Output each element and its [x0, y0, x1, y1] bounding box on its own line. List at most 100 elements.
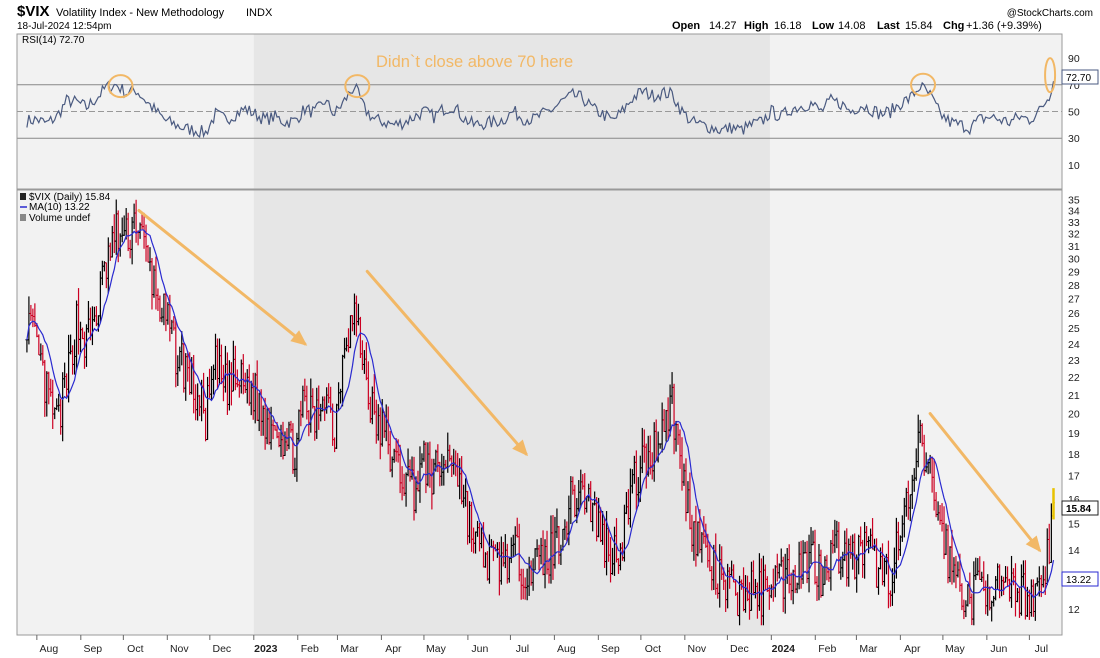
rsi-annotation-circle	[1044, 57, 1057, 94]
last-label: Last	[877, 20, 900, 32]
x-tick-label: Apr	[385, 643, 402, 655]
open-label: Open	[672, 20, 700, 32]
price-y-tick: 25	[1068, 323, 1080, 335]
x-tick-label: Jun	[471, 643, 488, 655]
ma-badge-value: 13.22	[1066, 575, 1091, 586]
x-tick-label: Oct	[645, 643, 661, 655]
trend-arrow-head	[290, 330, 308, 346]
rsi-badge-value: 72.70	[1066, 73, 1091, 84]
rsi-annotation-circle	[107, 74, 134, 99]
rsi-annotation-circles	[107, 57, 1057, 99]
copyright-label: @StockCharts.com	[1007, 8, 1093, 19]
instrument-name: Volatility Index - New Methodology	[56, 7, 225, 19]
trend-arrow	[928, 412, 1042, 553]
x-axis: Aug Sep Oct Nov Dec 2023 Feb Mar Apr May Jun Jul Aug…	[36, 635, 1048, 655]
rsi-y-tick: 10	[1068, 160, 1080, 172]
price-legend-swatch	[20, 193, 26, 200]
trend-arrow	[137, 209, 308, 346]
price-y-tick: 29	[1068, 266, 1080, 278]
rsi-badge-box	[1061, 69, 1099, 85]
price-y-tick: 14	[1068, 545, 1080, 557]
price-y-tick: 30	[1068, 253, 1080, 265]
x-tick-label: Dec	[730, 643, 749, 655]
trend-arrow-shaft	[928, 412, 1041, 552]
volume-legend-swatch	[20, 214, 26, 221]
trend-arrow-head	[512, 439, 528, 457]
price-y-tick: 19	[1068, 428, 1080, 440]
ma-line	[26, 229, 1055, 599]
price-y-tick: 31	[1068, 241, 1080, 253]
rsi-legend: RSI(14) 72.70	[22, 35, 85, 46]
price-y-tick: 34	[1068, 206, 1080, 218]
price-bars	[25, 199, 1055, 626]
price-y-tick: 32	[1068, 229, 1080, 241]
price-legend: $VIX (Daily) 15.84 MA(10) 13.22 Volume u…	[20, 192, 111, 224]
price-y-tick: 24	[1068, 339, 1080, 351]
price-badge-box	[1061, 500, 1099, 516]
x-tick-label: Sep	[601, 643, 620, 655]
rsi-line	[26, 80, 1055, 139]
high-label: High	[744, 20, 769, 32]
trend-arrow	[365, 269, 528, 457]
x-tick-label: Jul	[1035, 643, 1048, 655]
price-badge-value: 15.84	[1066, 504, 1091, 515]
ma-badge-box	[1061, 571, 1099, 587]
price-y-tick: 23	[1068, 355, 1080, 367]
x-tick-label: Sep	[83, 643, 102, 655]
price-y-tick: 28	[1068, 280, 1080, 292]
x-tick-label: Nov	[687, 643, 706, 655]
rsi-annotation-circle	[910, 72, 937, 97]
x-tick-label: Mar	[859, 643, 878, 655]
datetime-label: 18-Jul-2024 12:54pm	[17, 21, 112, 32]
price-y-tick: 35	[1068, 194, 1080, 206]
rsi-y-tick: 50	[1068, 107, 1080, 119]
chg-label: Chg	[943, 20, 964, 32]
exchange-label: INDX	[246, 7, 273, 19]
x-tick-label: Apr	[904, 643, 921, 655]
rsi-annotation-text: Didn`t close above 70 here	[376, 53, 573, 71]
rsi-y-ticks: 90 70 50 30 10	[1068, 53, 1080, 172]
x-tick-label: Nov	[170, 643, 189, 655]
quote-box: Open 14.27 High 16.18 Low 14.08 Last 15.…	[672, 20, 1042, 32]
rsi-gridlines	[17, 84, 1062, 139]
price-y-tick: 21	[1068, 390, 1080, 402]
x-tick-label: 2023	[254, 643, 278, 655]
x-tick-label: Aug	[40, 643, 59, 655]
x-tick-label: Aug	[557, 643, 576, 655]
price-y-tick: 12	[1068, 604, 1080, 616]
price-last-badge: 15.84	[1061, 500, 1099, 516]
x-tick-label: Jul	[516, 643, 529, 655]
rsi-last-badge: 72.70	[1061, 69, 1099, 85]
rsi-y-tick: 90	[1068, 53, 1080, 65]
trend-arrow-shaft	[365, 269, 528, 456]
price-y-tick: 33	[1068, 217, 1080, 229]
price-y-tick: 16	[1068, 494, 1080, 506]
price-y-tick: 15	[1068, 519, 1080, 531]
price-y-tick: 20	[1068, 409, 1080, 421]
volume-legend-text: Volume undef	[29, 213, 90, 224]
x-tick-label: Oct	[127, 643, 143, 655]
x-tick-label: May	[426, 643, 447, 655]
high-value: 16.18	[774, 20, 802, 32]
rsi-y-tick: 70	[1068, 80, 1080, 92]
price-legend-text: $VIX (Daily) 15.84	[29, 192, 111, 203]
price-y-tick: 18	[1068, 449, 1080, 461]
x-tick-label: Feb	[301, 643, 319, 655]
low-value: 14.08	[838, 20, 866, 32]
trend-arrow-shaft	[137, 209, 307, 346]
price-y-tick: 17	[1068, 471, 1080, 483]
ma-last-badge: 13.22	[1061, 571, 1099, 587]
x-tick-label: May	[945, 643, 966, 655]
chg-value: +1.36 (+9.39%)	[966, 20, 1042, 32]
x-tick-label: Feb	[818, 643, 836, 655]
trend-arrow-head	[1025, 535, 1042, 553]
low-label: Low	[812, 20, 834, 32]
rsi-annotation-circle	[344, 74, 371, 99]
price-panel-frame	[16, 189, 1063, 636]
header: $VIX Volatility Index - New Methodology …	[17, 3, 1093, 32]
x-tick-label: Jun	[990, 643, 1007, 655]
rsi-y-tick: 30	[1068, 133, 1080, 145]
